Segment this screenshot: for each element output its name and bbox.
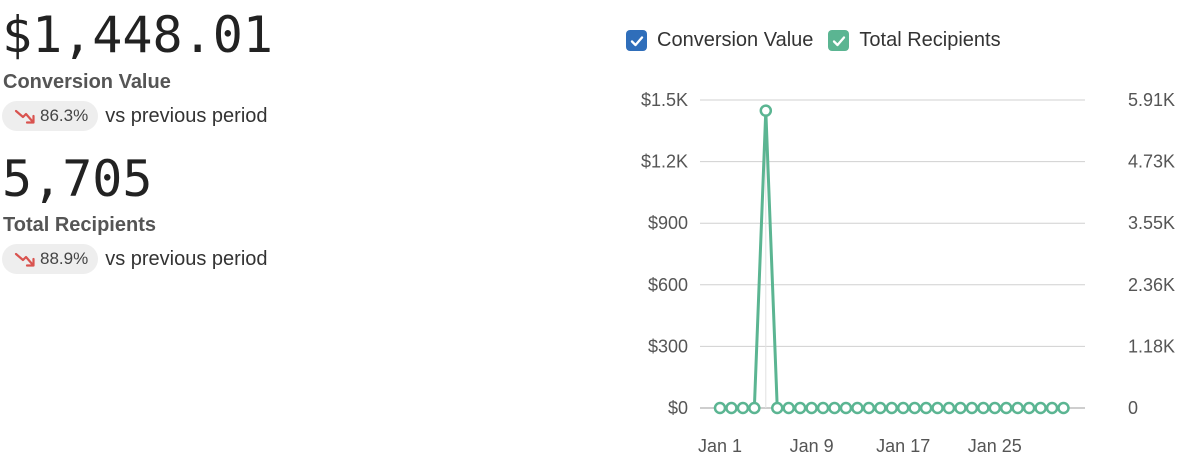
conversion-value-checkbox[interactable]	[626, 30, 647, 51]
data-point[interactable]	[977, 401, 990, 415]
data-point[interactable]	[805, 401, 818, 415]
y-axis-right: 0 1.18K 2.36K 3.55K 4.73K 5.91K	[1128, 90, 1175, 418]
data-point[interactable]	[896, 401, 910, 415]
data-point[interactable]	[725, 401, 738, 415]
checkmark-icon	[630, 35, 643, 46]
x-tick-label: Jan 17	[876, 436, 930, 456]
data-point[interactable]	[1022, 401, 1036, 415]
conversion-change-badge: 86.3%	[2, 101, 99, 131]
x-tick-label: Jan 25	[968, 436, 1022, 456]
data-point[interactable]	[908, 401, 921, 415]
y-right-tick-label: 3.55K	[1128, 213, 1175, 233]
data-point[interactable]	[954, 401, 967, 415]
data-point[interactable]	[874, 401, 887, 415]
total-recipients-change: 88.9% vs previous period	[2, 244, 268, 274]
conversion-value-amount: $1,448.01	[2, 6, 273, 64]
data-point[interactable]	[965, 401, 979, 415]
y-left-tick-label: $300	[648, 336, 688, 356]
data-point[interactable]	[828, 401, 841, 415]
chart-legend: Conversion Value Total Recipients	[626, 29, 1016, 52]
total-recipients-count: 5,705	[2, 150, 153, 208]
x-tick-label: Jan 1	[698, 436, 742, 456]
y-left-tick-label: $600	[648, 275, 688, 295]
data-point[interactable]	[919, 401, 933, 415]
data-point[interactable]	[736, 401, 750, 415]
total-recipients-checkbox[interactable]	[828, 30, 850, 51]
y-right-tick-label: 1.18K	[1128, 336, 1175, 356]
trend-down-icon	[14, 252, 35, 267]
data-point[interactable]	[1034, 401, 1047, 415]
series-total-recipients	[713, 104, 1070, 415]
y-left-tick-label: $1.5K	[641, 90, 688, 110]
data-point[interactable]	[816, 401, 830, 415]
data-point[interactable]	[988, 401, 1002, 415]
y-axis-left: $0 $300 $600 $900 $1.2K $1.5K	[641, 90, 688, 418]
grid-lines	[700, 99, 1085, 409]
data-point[interactable]	[713, 401, 727, 415]
data-point[interactable]	[1045, 401, 1059, 415]
data-point[interactable]	[759, 104, 773, 117]
recipients-change-badge: 88.9%	[2, 244, 99, 274]
data-point[interactable]	[748, 401, 761, 415]
data-point[interactable]	[793, 401, 807, 415]
y-left-tick-label: $1.2K	[641, 152, 688, 172]
checkmark-icon	[832, 35, 846, 46]
y-left-tick-label: $0	[668, 398, 688, 418]
y-right-tick-label: 4.73K	[1128, 152, 1175, 172]
conversion-value-change: 86.3% vs previous period	[2, 101, 268, 131]
data-point[interactable]	[771, 401, 784, 415]
data-point[interactable]	[851, 401, 864, 415]
y-left-tick-label: $900	[648, 213, 688, 233]
data-point[interactable]	[862, 401, 876, 415]
conversion-change-text: vs previous period	[105, 104, 268, 127]
y-right-tick-label: 0	[1128, 398, 1138, 418]
series-line	[720, 109, 1064, 410]
recipients-change-percent: 88.9%	[40, 249, 89, 268]
legend-label-conversion-value: Conversion Value	[657, 29, 814, 51]
data-point[interactable]	[1057, 401, 1070, 415]
data-point[interactable]	[1000, 401, 1013, 415]
data-point[interactable]	[839, 401, 853, 415]
conversion-value-label: Conversion Value	[3, 71, 171, 93]
x-tick-label: Jan 9	[790, 436, 834, 456]
line-chart: $0 $300 $600 $900 $1.2K $1.5K 0 1.18K 2.36K 3.55…	[641, 90, 1175, 456]
data-point[interactable]	[942, 401, 956, 415]
trend-down-icon	[14, 109, 35, 124]
y-right-tick-label: 2.36K	[1128, 275, 1175, 295]
y-right-tick-label: 5.91K	[1128, 90, 1175, 110]
recipients-change-text: vs previous period	[105, 247, 268, 270]
data-point[interactable]	[931, 401, 944, 415]
conversion-change-percent: 86.3%	[40, 106, 89, 125]
data-point[interactable]	[782, 401, 795, 415]
legend-item-conversion-value[interactable]: Conversion Value	[626, 29, 813, 52]
data-point[interactable]	[1011, 401, 1024, 415]
x-axis: Jan 1 Jan 9 Jan 17 Jan 25	[698, 408, 1022, 456]
legend-label-total-recipients: Total Recipients	[859, 29, 1001, 51]
data-point[interactable]	[885, 401, 898, 415]
legend-item-total-recipients[interactable]: Total Recipients	[828, 29, 1001, 52]
total-recipients-label: Total Recipients	[3, 214, 156, 236]
